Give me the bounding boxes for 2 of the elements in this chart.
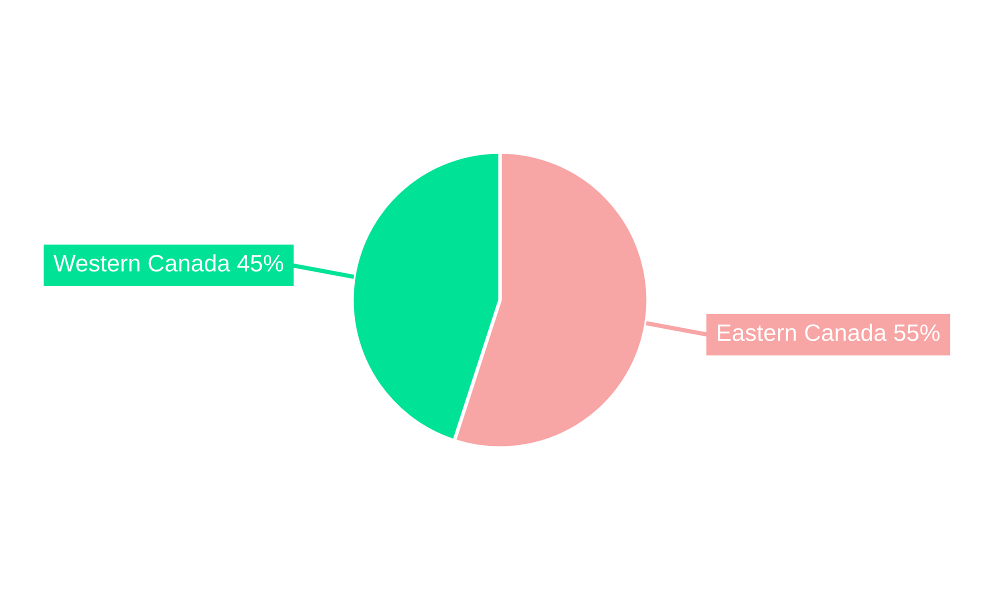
slice-label: Western Canada 45%: [54, 254, 284, 272]
slice-label: Eastern Canada 55%: [718, 324, 940, 342]
